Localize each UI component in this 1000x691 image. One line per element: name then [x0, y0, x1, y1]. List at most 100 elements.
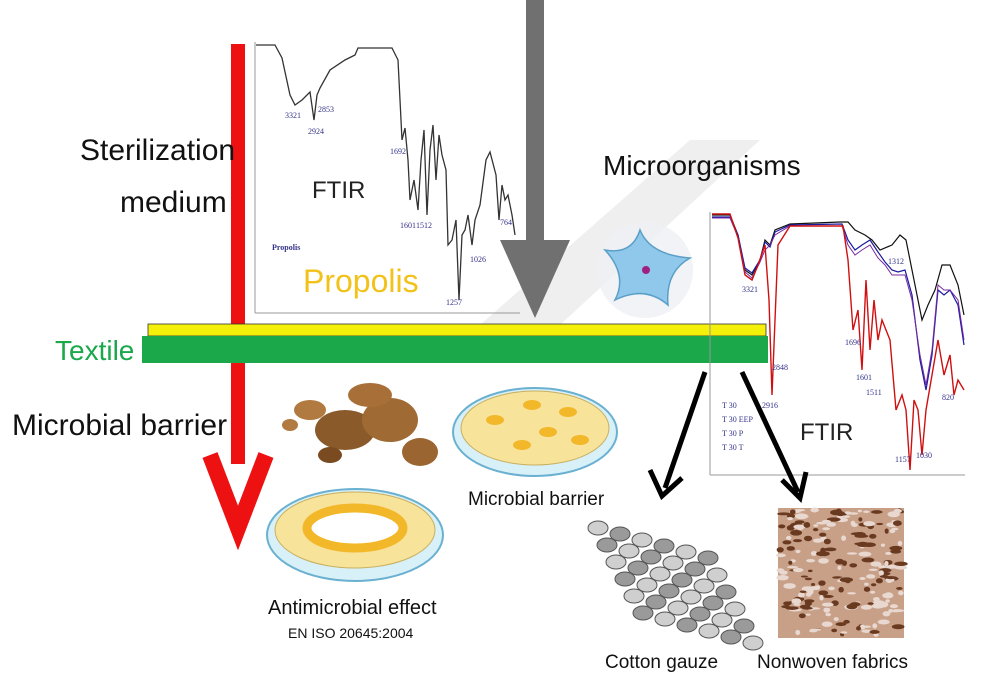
gauze-weave-cell	[636, 577, 658, 593]
legend-item: T 30 EEP	[722, 415, 754, 424]
fiber	[873, 632, 879, 637]
legend-item: T 30 P	[722, 429, 744, 438]
fiber	[792, 539, 803, 543]
peak-label: 1157	[895, 455, 911, 464]
spectrum-t30-p	[712, 213, 965, 471]
microbial-barrier-label: Microbial barrier	[12, 409, 227, 442]
gauze-weave-cell	[623, 588, 645, 604]
fiber	[861, 557, 875, 563]
peak-label: 3321	[285, 111, 301, 120]
fiber	[856, 626, 861, 631]
fiber	[802, 586, 808, 590]
fiber	[885, 551, 892, 555]
fiber	[807, 569, 813, 573]
fiber	[863, 586, 871, 592]
arrow-to-cotton	[647, 371, 708, 501]
fiber	[849, 602, 861, 607]
fiber	[793, 603, 801, 606]
fiber	[858, 551, 872, 557]
fiber	[819, 532, 827, 537]
fiber	[813, 524, 819, 527]
gauze-weave-cell	[720, 629, 742, 645]
fiber	[811, 583, 816, 586]
gauze-weave-cell	[662, 555, 684, 571]
peak-label: 1601	[856, 373, 872, 382]
fiber	[870, 583, 877, 587]
fiber	[794, 508, 806, 512]
fiber	[835, 558, 844, 565]
peak-label: 1512	[416, 221, 432, 230]
fiber	[866, 574, 876, 579]
fiber	[833, 617, 839, 622]
fiber	[875, 578, 883, 584]
peak-label: 1601	[400, 221, 416, 230]
sterilization-medium-label-line2: medium	[120, 186, 227, 219]
fiber	[776, 547, 784, 553]
fiber	[869, 533, 877, 539]
fiber	[788, 560, 793, 565]
fiber	[800, 575, 808, 578]
fiber	[791, 598, 802, 605]
fiber	[798, 613, 806, 619]
fiber	[888, 608, 893, 613]
fiber	[846, 552, 858, 555]
fiber	[849, 563, 858, 568]
gauze-weave-cell	[627, 560, 649, 576]
gauze-weave-cell	[680, 589, 702, 605]
fiber	[831, 628, 838, 633]
fiber	[808, 587, 815, 590]
sample-label: Propolis	[272, 243, 300, 252]
fiber	[898, 590, 904, 596]
fiber	[826, 522, 837, 527]
fiber	[799, 590, 807, 593]
peak-label: 1257	[446, 298, 462, 307]
ftir-label: FTIR	[800, 419, 853, 446]
gauze-weave-cell	[605, 554, 627, 570]
fiber	[858, 517, 863, 522]
fiber	[879, 575, 889, 578]
gauze-weave-cell	[618, 543, 640, 559]
gauze-weave-cell	[614, 571, 636, 587]
textile-label: Textile	[55, 335, 134, 366]
fiber	[826, 517, 841, 522]
fiber	[840, 631, 848, 634]
textile-layer	[142, 336, 768, 363]
fiber	[869, 590, 876, 594]
fiber	[787, 517, 794, 521]
peak-label: 1696	[845, 338, 861, 347]
fiber	[859, 577, 866, 580]
fiber	[880, 543, 886, 547]
fiber	[823, 538, 831, 545]
ftir-label: FTIR	[312, 177, 365, 204]
fiber	[813, 538, 823, 543]
fiber	[890, 549, 902, 554]
fiber	[792, 568, 804, 573]
fiber	[891, 609, 905, 613]
fiber	[896, 586, 903, 590]
fiber	[876, 522, 884, 526]
fiber	[822, 527, 830, 531]
gauze-weave-cell	[609, 526, 631, 542]
cotton-gauze-label: Cotton gauze	[605, 652, 718, 673]
fiber	[808, 629, 818, 633]
fiber	[819, 594, 824, 601]
gray-arrow-down	[500, 0, 570, 318]
microbial-barrier-dish-label: Microbial barrier	[468, 489, 605, 510]
gauze-weave-cell	[645, 594, 667, 610]
nonwoven-fabric-image	[775, 507, 908, 638]
fiber	[873, 597, 880, 602]
fiber	[882, 611, 891, 617]
fiber	[807, 588, 814, 595]
fiber	[850, 520, 856, 526]
fiber	[821, 602, 834, 607]
gauze-weave-cell	[742, 635, 764, 651]
gauze-weave-cell	[715, 584, 737, 600]
fiber	[828, 586, 835, 591]
fiber	[837, 565, 842, 571]
petri-dish-antimicrobial	[266, 488, 444, 582]
legend: T 30 T 30 EEP T 30 P T 30 T	[722, 401, 754, 452]
fiber	[885, 599, 890, 603]
fiber	[776, 568, 785, 573]
fiber	[889, 545, 903, 551]
peak-label: 1511	[866, 388, 882, 397]
